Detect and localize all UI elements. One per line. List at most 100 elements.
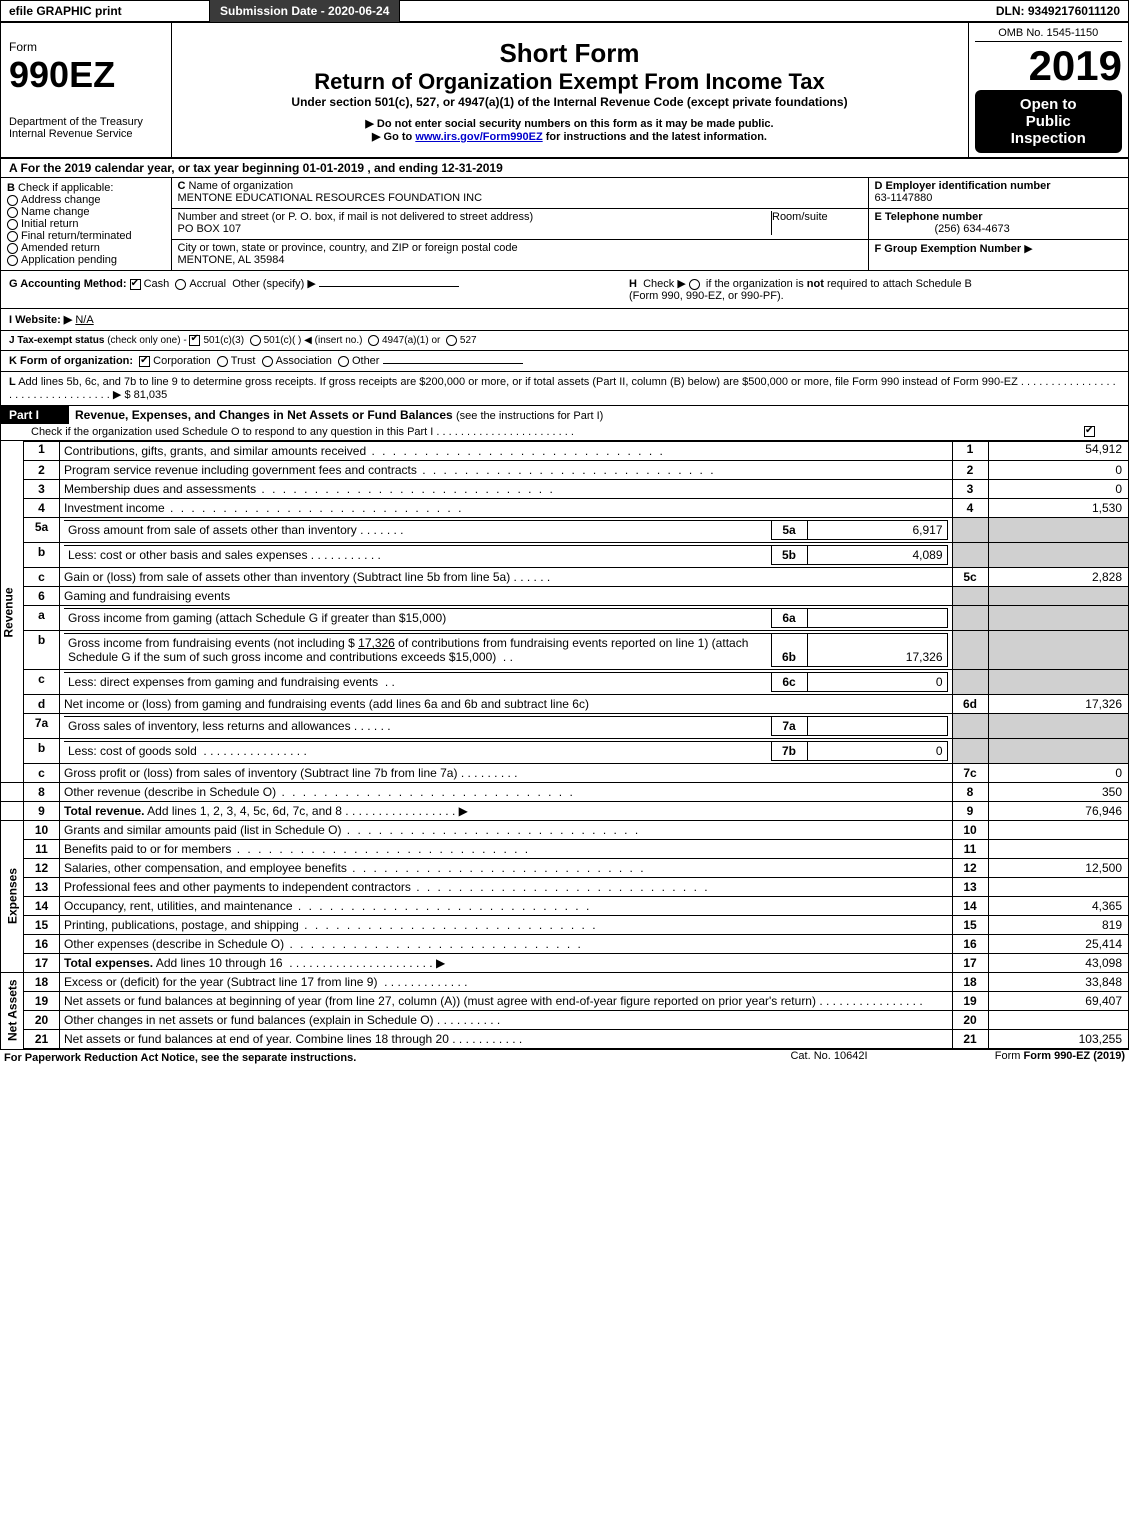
expenses-section-label: Expenses [1, 820, 24, 972]
line6c-col-shade [952, 669, 988, 694]
line6-desc: Gaming and fundraising events [64, 589, 230, 603]
form-word: Form [9, 40, 163, 54]
efile-print[interactable]: efile GRAPHIC print [1, 1, 201, 22]
other-org-radio[interactable] [338, 356, 349, 367]
line6b-inc: 17,326 [358, 636, 395, 650]
phone-value: (256) 634-4673 [875, 223, 1010, 235]
no-ssn-note: ▶ Do not enter social security numbers o… [180, 117, 960, 130]
row-j: J Tax-exempt status (check only one) - 5… [1, 331, 1128, 351]
line6d-amt: 17,326 [988, 694, 1128, 713]
part1-schedule-o-checkbox[interactable] [1084, 426, 1095, 437]
line5c-col: 5c [952, 568, 988, 587]
line6a-num: a [24, 606, 60, 631]
tax-exempt-label: J Tax-exempt status [9, 335, 104, 346]
final-return-radio[interactable] [7, 231, 18, 242]
part1-header: Part I Revenue, Expenses, and Changes in… [1, 406, 1128, 441]
line8-col: 8 [952, 782, 988, 801]
501c3-checkbox[interactable] [189, 335, 200, 346]
line7a-desc: Gross sales of inventory, less returns a… [68, 719, 351, 733]
trust-radio[interactable] [217, 356, 228, 367]
corp-checkbox[interactable] [139, 356, 150, 367]
line10-num: 10 [24, 820, 60, 839]
h-label: H [629, 278, 637, 290]
line12-num: 12 [24, 858, 60, 877]
line21-col: 21 [952, 1029, 988, 1048]
trust-label: Trust [231, 355, 256, 367]
app-pending-radio[interactable] [7, 255, 18, 266]
4947-radio[interactable] [368, 335, 379, 346]
dept-treasury: Department of the Treasury [9, 116, 163, 128]
line6b-sub: 6b [771, 634, 807, 667]
line7c-amt: 0 [988, 763, 1128, 782]
line5c-amt: 2,828 [988, 568, 1128, 587]
line17-desc: Total expenses. [64, 956, 153, 970]
omb-number: OMB No. 1545-1150 [975, 27, 1123, 42]
name-change-radio[interactable] [7, 207, 18, 218]
h-radio[interactable] [689, 279, 700, 290]
return-of-title: Return of Organization Exempt From Incom… [180, 69, 960, 95]
box-b-label: B [7, 182, 15, 194]
insert-no: ◀ (insert no.) [304, 335, 362, 346]
final-return-label: Final return/terminated [21, 230, 132, 242]
form-ref-bold: Form 990-EZ (2019) [1024, 1050, 1125, 1062]
line7c-desc: Gross profit or (loss) from sales of inv… [64, 766, 457, 780]
accrual-radio[interactable] [175, 279, 186, 290]
line14-amt: 4,365 [988, 896, 1128, 915]
amended-return-radio[interactable] [7, 243, 18, 254]
line10-amt [988, 820, 1128, 839]
submission-date-button[interactable]: Submission Date - 2020-06-24 [209, 0, 400, 23]
line15-desc: Printing, publications, postage, and shi… [64, 918, 299, 932]
line3-num: 3 [24, 480, 60, 499]
line6a-sub: 6a [771, 609, 807, 628]
line3-amt: 0 [988, 480, 1128, 499]
addr-change-radio[interactable] [7, 195, 18, 206]
line16-num: 16 [24, 934, 60, 953]
line5a-col-shade [952, 518, 988, 543]
open-line2: Public [979, 113, 1119, 130]
initial-return-radio[interactable] [7, 219, 18, 230]
line9-desc: Total revenue. [64, 804, 144, 818]
box-f: F Group Exemption Number ▶ [868, 239, 1128, 270]
website-label: I Website: ▶ [9, 314, 72, 326]
501c-radio[interactable] [250, 335, 261, 346]
line6-col-shade [952, 587, 988, 606]
line18-col: 18 [952, 972, 988, 991]
line6b-num: b [24, 631, 60, 670]
other-method-label: Other (specify) ▶ [232, 278, 316, 290]
line16-desc: Other expenses (describe in Schedule O) [64, 937, 284, 951]
open-line1: Open to [979, 96, 1119, 113]
line18-desc: Excess or (deficit) for the year (Subtra… [64, 975, 377, 989]
line19-num: 19 [24, 991, 60, 1010]
row-i: I Website: ▶ N/A [1, 309, 1128, 331]
line9-arrow: ▶ [459, 804, 468, 818]
line7a-amt-shade [988, 713, 1128, 738]
assoc-radio[interactable] [262, 356, 273, 367]
h-text4: (Form 990, 990-EZ, or 990-PF). [629, 290, 784, 302]
line6a-desc: Gross income from gaming (attach Schedul… [68, 611, 446, 625]
short-form-title: Short Form [180, 38, 960, 69]
line6c-sub: 6c [771, 672, 807, 691]
line6d-col: 6d [952, 694, 988, 713]
city-label: City or town, state or province, country… [178, 242, 518, 254]
line6-num: 6 [24, 587, 60, 606]
line19-col: 19 [952, 991, 988, 1010]
line6a-col-shade [952, 606, 988, 631]
line4-num: 4 [24, 499, 60, 518]
entity-block: B Check if applicable: Address change Na… [1, 178, 1128, 271]
line7c-col: 7c [952, 763, 988, 782]
street-value: PO BOX 107 [178, 223, 242, 235]
form-header: Form 990EZ Department of the Treasury In… [1, 23, 1128, 159]
527-radio[interactable] [446, 335, 457, 346]
line20-desc: Other changes in net assets or fund bala… [64, 1013, 434, 1027]
box-b-checkif: Check if applicable: [18, 182, 113, 194]
irs-link[interactable]: www.irs.gov/Form990EZ [415, 131, 542, 143]
paperwork-notice: For Paperwork Reduction Act Notice, see … [0, 1050, 729, 1066]
revenue-spacer2 [1, 801, 24, 820]
line15-col: 15 [952, 915, 988, 934]
501c3-label: 501(c)(3) [203, 335, 244, 346]
line7b-desc: Less: cost of goods sold [68, 744, 197, 758]
cash-checkbox[interactable] [130, 279, 141, 290]
line6d-num: d [24, 694, 60, 713]
line9-amt: 76,946 [988, 801, 1128, 820]
part1-checkline: Check if the organization used Schedule … [31, 426, 433, 438]
